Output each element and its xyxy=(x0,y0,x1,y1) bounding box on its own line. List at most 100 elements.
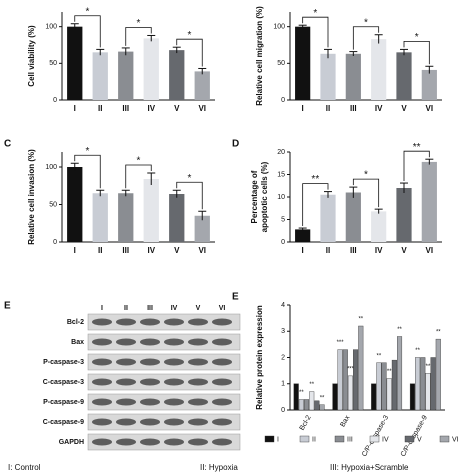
significance: * xyxy=(364,170,368,181)
blot-band xyxy=(212,418,232,426)
y-tick-label: 15 xyxy=(277,171,285,178)
x-tick-label: VI xyxy=(426,246,434,255)
footnote: III: Hypoxia+Scramble xyxy=(330,463,409,472)
significance-bracket xyxy=(176,38,203,67)
lane-label: III xyxy=(147,305,153,312)
y-tick-label: 0 xyxy=(281,239,285,246)
panel-letter: C xyxy=(4,139,11,150)
x-tick-label: II xyxy=(326,104,330,113)
significance-bracket xyxy=(125,164,152,189)
bar xyxy=(92,193,108,242)
bar xyxy=(391,359,397,411)
x-tick-label: I xyxy=(74,104,76,113)
y-axis-label: Percentage of xyxy=(250,170,259,223)
panel-letter: E xyxy=(4,301,11,312)
significance-bracket xyxy=(352,178,380,208)
x-tick-label: C/P-caspase-9 xyxy=(400,414,429,458)
significance: ** xyxy=(397,327,402,333)
lane-label: IV xyxy=(171,305,178,312)
bar xyxy=(194,71,210,100)
bar xyxy=(371,383,377,411)
x-tick-label: III xyxy=(122,246,129,255)
x-tick-label: I xyxy=(302,246,304,255)
blot-band xyxy=(212,318,232,326)
bar xyxy=(342,349,348,411)
x-tick-label: V xyxy=(401,104,407,113)
blot-band xyxy=(164,358,184,366)
bar xyxy=(169,194,185,242)
x-tick-label: V xyxy=(174,104,180,113)
significance: * xyxy=(86,6,90,17)
blot-band xyxy=(92,358,112,366)
lane-label: V xyxy=(196,305,201,312)
blot-band xyxy=(188,418,208,426)
significance: * xyxy=(86,146,90,157)
bar xyxy=(304,399,310,411)
significance: * xyxy=(137,156,141,167)
bar xyxy=(409,383,415,411)
bar xyxy=(319,404,325,411)
x-tick-label: IV xyxy=(147,246,155,255)
bar xyxy=(143,179,159,242)
blot-band xyxy=(164,418,184,426)
blot-band xyxy=(140,318,160,326)
legend-swatch xyxy=(264,435,275,443)
bar xyxy=(371,211,387,242)
x-tick-label: II xyxy=(98,104,102,113)
bar xyxy=(295,229,311,242)
significance: ** xyxy=(413,142,421,153)
blot-band xyxy=(164,398,184,406)
blot-band xyxy=(140,338,160,346)
legend-swatch xyxy=(404,435,415,443)
row-label: P-caspase-9 xyxy=(43,399,84,406)
bar xyxy=(118,51,134,100)
row-label: C-caspase-3 xyxy=(43,379,84,386)
lane-label: I xyxy=(101,305,103,312)
panel-letter: D xyxy=(232,139,239,150)
significance: * xyxy=(415,32,419,43)
blot-band xyxy=(212,398,232,406)
significance-bracket xyxy=(403,150,430,182)
blot-band xyxy=(164,338,184,346)
significance: ** xyxy=(358,317,363,323)
bar xyxy=(430,357,436,411)
significance: ** xyxy=(320,395,325,401)
x-tick-label: Bcl-2 xyxy=(299,414,313,431)
blot-band xyxy=(188,398,208,406)
significance-bracket xyxy=(176,181,203,210)
bar xyxy=(376,362,382,411)
y-tick-label: 20 xyxy=(277,149,285,156)
x-tick-label: VI xyxy=(198,246,206,255)
x-tick-label: IV xyxy=(375,246,383,255)
x-tick-label: III xyxy=(122,104,129,113)
legend-label: I xyxy=(277,436,279,443)
x-tick-label: III xyxy=(350,246,357,255)
bar xyxy=(337,349,343,411)
y-tick-label: 1 xyxy=(281,381,285,388)
significance-bracket xyxy=(302,183,329,227)
bar xyxy=(396,188,412,242)
bar xyxy=(420,357,426,411)
blot-band xyxy=(116,398,136,406)
blot-band xyxy=(116,358,136,366)
blot-band xyxy=(92,398,112,406)
significance: *** xyxy=(347,366,355,372)
blot-band xyxy=(164,378,184,386)
legend-swatch xyxy=(439,435,450,443)
x-tick-label: I xyxy=(302,104,304,113)
bar xyxy=(421,161,437,242)
significance: ** xyxy=(387,369,392,375)
blot-band xyxy=(212,378,232,386)
bar xyxy=(118,193,134,242)
blot-band xyxy=(116,318,136,326)
bar xyxy=(396,52,412,100)
blot-band xyxy=(212,358,232,366)
bar xyxy=(381,362,387,411)
y-tick-label: 3 xyxy=(281,328,285,335)
blot-band xyxy=(188,338,208,346)
blot-band xyxy=(212,338,232,346)
y-tick-label: 0 xyxy=(53,97,57,104)
y-tick-label: 0 xyxy=(281,97,285,104)
footnote: I: Control xyxy=(8,463,41,472)
